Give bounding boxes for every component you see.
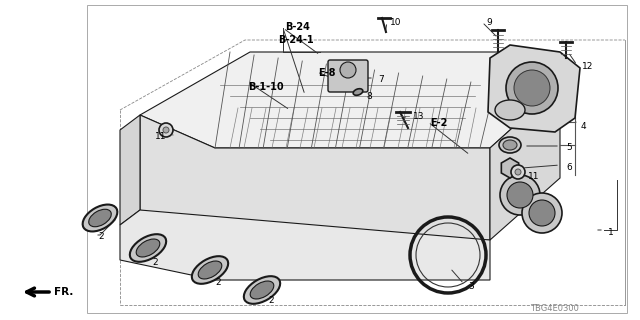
- Text: 12: 12: [582, 62, 593, 71]
- Ellipse shape: [136, 239, 160, 257]
- Text: E-2: E-2: [430, 118, 447, 128]
- Ellipse shape: [89, 209, 111, 227]
- Ellipse shape: [499, 137, 521, 153]
- Ellipse shape: [250, 281, 274, 299]
- Text: B-1-10: B-1-10: [248, 82, 284, 92]
- Circle shape: [159, 123, 173, 137]
- Text: 11: 11: [528, 172, 540, 181]
- Text: 11: 11: [155, 132, 166, 141]
- Bar: [87, 5, 627, 313]
- FancyBboxPatch shape: [328, 60, 368, 92]
- Circle shape: [515, 169, 521, 175]
- Text: B-24: B-24: [285, 22, 310, 32]
- Text: B-24-1: B-24-1: [278, 35, 314, 45]
- Circle shape: [522, 193, 562, 233]
- Circle shape: [506, 62, 558, 114]
- Polygon shape: [120, 210, 490, 280]
- Polygon shape: [120, 115, 140, 225]
- Text: 7: 7: [378, 75, 384, 84]
- Text: 3: 3: [468, 282, 474, 291]
- Ellipse shape: [130, 234, 166, 262]
- Circle shape: [514, 70, 550, 106]
- Ellipse shape: [83, 204, 117, 231]
- Ellipse shape: [198, 261, 222, 279]
- Ellipse shape: [244, 276, 280, 304]
- Text: 2: 2: [215, 278, 221, 287]
- Circle shape: [529, 200, 555, 226]
- Text: 6: 6: [566, 163, 572, 172]
- Circle shape: [500, 175, 540, 215]
- Polygon shape: [488, 45, 580, 132]
- Text: 8: 8: [366, 92, 372, 101]
- Ellipse shape: [353, 89, 363, 95]
- Text: 1: 1: [608, 228, 614, 237]
- Ellipse shape: [503, 140, 517, 150]
- Ellipse shape: [192, 256, 228, 284]
- Text: 2: 2: [98, 232, 104, 241]
- Circle shape: [163, 127, 169, 133]
- Text: 4: 4: [581, 122, 587, 131]
- Text: E-8: E-8: [318, 68, 335, 78]
- Text: TBG4E0300: TBG4E0300: [530, 304, 579, 313]
- Circle shape: [340, 62, 356, 78]
- Text: 10: 10: [390, 18, 401, 27]
- Polygon shape: [490, 85, 560, 240]
- Polygon shape: [140, 52, 560, 148]
- Text: 9: 9: [486, 18, 492, 27]
- Text: 13: 13: [413, 112, 424, 121]
- Polygon shape: [140, 115, 490, 240]
- Text: 2: 2: [152, 258, 157, 267]
- Text: 2: 2: [268, 296, 274, 305]
- Text: 5: 5: [566, 143, 572, 152]
- Ellipse shape: [495, 100, 525, 120]
- Circle shape: [507, 182, 533, 208]
- Circle shape: [511, 165, 525, 179]
- Text: FR.: FR.: [54, 287, 74, 297]
